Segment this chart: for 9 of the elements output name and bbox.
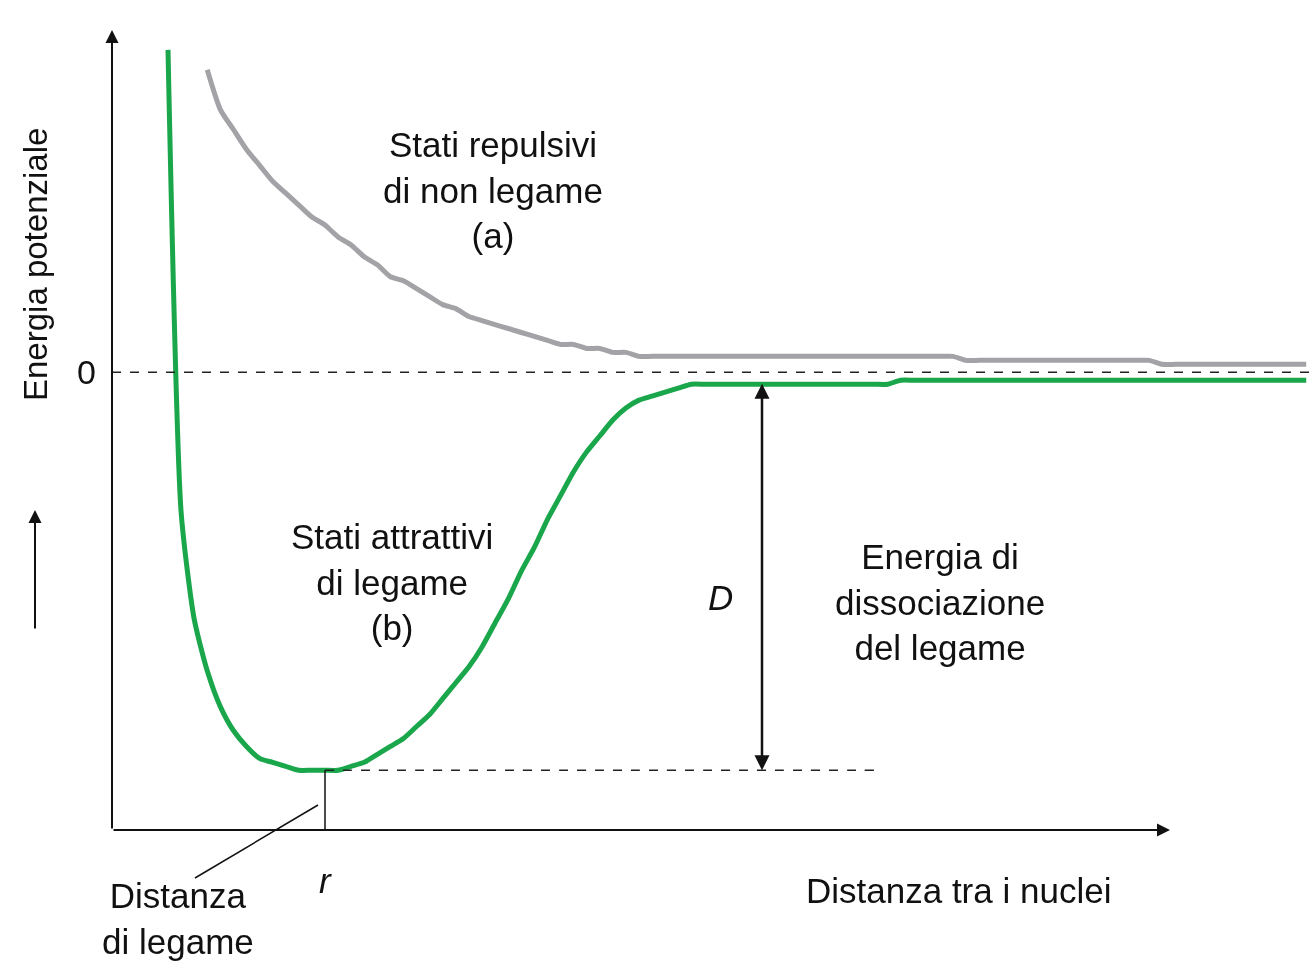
- annotation: Stati attrattivi di legame (b): [291, 517, 494, 647]
- ref-line-label: 0: [77, 353, 96, 391]
- x-axis-title: Distanza tra i nuclei: [806, 871, 1112, 910]
- annotation: Energia di dissociazione del legame: [835, 537, 1046, 667]
- text: r: [319, 861, 332, 900]
- text: Distanza di legame: [102, 876, 254, 961]
- y-axis-title: Energia potenziale: [17, 127, 54, 401]
- annotation: Stati repulsivi di non legame (a): [383, 125, 603, 255]
- annotation: D: [708, 578, 734, 617]
